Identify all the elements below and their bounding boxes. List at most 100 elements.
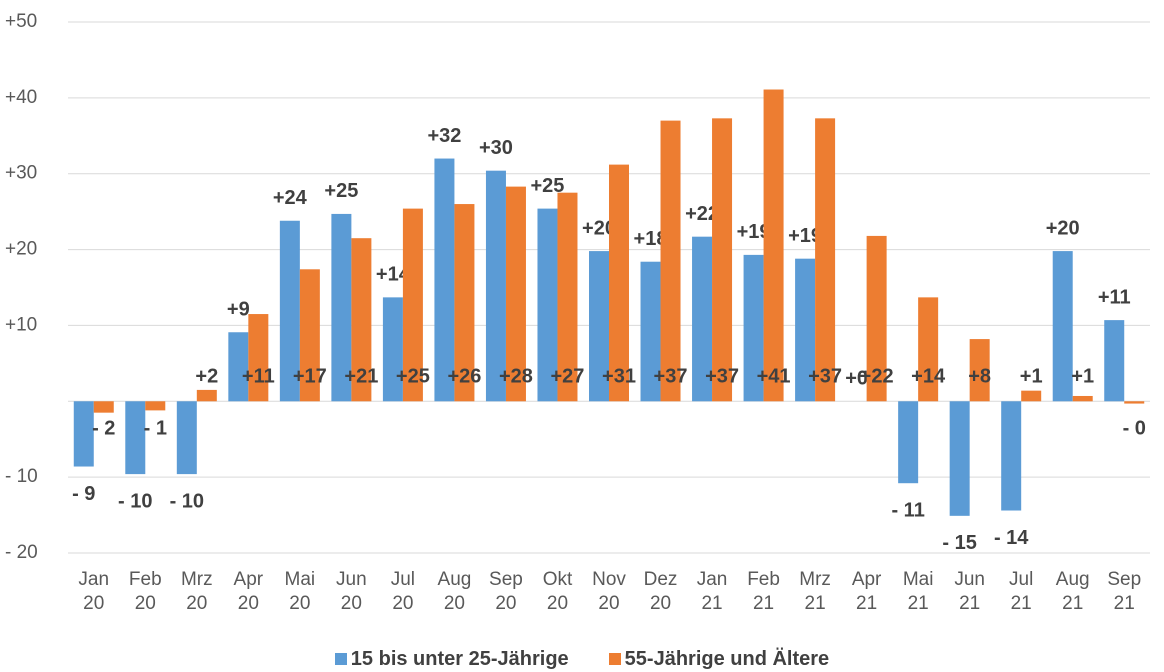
data-label: +17	[293, 366, 327, 388]
bar	[93, 401, 114, 413]
data-label: +11	[242, 366, 275, 388]
data-label: +25	[396, 366, 430, 388]
data-label: +18	[634, 228, 668, 250]
bar	[609, 164, 629, 402]
x-tick-label: Apr 20	[233, 569, 264, 614]
bar	[949, 401, 970, 516]
data-label: +20	[582, 217, 616, 239]
x-tick-label: Apr 21	[851, 569, 882, 614]
bar	[434, 158, 455, 402]
legend-swatch	[608, 653, 621, 665]
bar	[557, 192, 578, 402]
bar	[660, 120, 681, 402]
legend-swatch	[334, 653, 347, 665]
x-tick-label: Jan 20	[78, 569, 110, 614]
data-label: +31	[602, 366, 636, 388]
bar	[1072, 395, 1093, 402]
y-tick-label: +50	[5, 11, 37, 32]
bar	[1001, 401, 1022, 511]
bar	[454, 204, 475, 402]
bar	[248, 314, 269, 402]
data-label: - 10	[118, 490, 152, 512]
bar	[1104, 320, 1125, 402]
data-label: - 15	[942, 532, 976, 554]
data-label: - 11	[891, 499, 924, 521]
bar	[743, 254, 764, 402]
bar	[898, 401, 919, 484]
legend: 15 bis unter 25-Jährige 55-Jährige und Äl…	[0, 648, 1164, 671]
data-label: +20	[1046, 217, 1080, 239]
x-tick-label: Jun 21	[954, 569, 985, 614]
bar	[1124, 401, 1145, 404]
data-label: +26	[447, 366, 481, 388]
data-label: +19	[737, 221, 771, 243]
data-label: +22	[685, 203, 719, 225]
data-label: +41	[757, 366, 791, 388]
y-tick-label: - 20	[5, 542, 38, 563]
bar	[969, 339, 990, 402]
bar	[331, 213, 352, 402]
data-label: +21	[344, 366, 378, 388]
x-tick-label: Jan 21	[696, 569, 728, 614]
bar	[692, 236, 713, 402]
bar	[1021, 390, 1042, 402]
bar	[589, 251, 609, 402]
bar	[299, 269, 320, 402]
bar	[1052, 251, 1073, 402]
bar	[712, 118, 733, 402]
y-tick-label: - 10	[5, 466, 38, 487]
x-tick-label: Mrz 20	[180, 569, 213, 614]
y-tick-label: +40	[5, 87, 37, 108]
x-tick-label: Feb 20	[128, 569, 162, 614]
x-tick-label: Aug 20	[437, 569, 472, 614]
x-tick-label: Mai 21	[902, 569, 934, 614]
bar	[866, 235, 887, 402]
data-label: +32	[427, 125, 461, 147]
bar	[815, 118, 836, 402]
data-label: +0	[845, 368, 868, 390]
data-label: - 14	[994, 527, 1029, 549]
data-label: +37	[808, 366, 842, 388]
bar	[73, 401, 94, 467]
y-tick-label: +10	[5, 314, 37, 335]
bar	[505, 186, 526, 402]
data-label: +30	[479, 137, 513, 159]
data-label: +24	[273, 187, 308, 209]
x-tick-label: Dez 20	[643, 569, 678, 614]
bar	[145, 401, 166, 411]
data-label: +1	[1020, 366, 1043, 388]
data-label: - 2	[92, 418, 115, 440]
data-label: +1	[1071, 366, 1094, 388]
x-tick-label: Sep 21	[1107, 569, 1142, 614]
x-tick-label: Okt 20	[542, 569, 573, 614]
legend-item: 15 bis unter 25-Jährige	[334, 648, 569, 670]
bar	[763, 89, 784, 402]
legend-label: 55-Jährige und Ältere	[624, 648, 830, 670]
data-label: +27	[551, 366, 585, 388]
bar	[279, 220, 300, 402]
data-label: +22	[860, 366, 894, 388]
y-tick-label: +20	[5, 239, 37, 260]
data-label: +14	[911, 366, 946, 388]
x-tick-label: Mai 20	[284, 569, 316, 614]
plot: - 20 - 10 +10 +20 +30 +40 +50 - 9 - 2 - 10 - 1 - 10…	[5, 11, 1150, 563]
x-tick-label: Jun 20	[336, 569, 367, 614]
x-tick-label: Aug 21	[1055, 569, 1090, 614]
x-tick-label: Feb 21	[747, 569, 780, 614]
bar	[351, 238, 372, 402]
x-tick-label: Nov 20	[592, 569, 626, 614]
data-label: - 10	[170, 490, 204, 512]
data-label: +8	[968, 366, 991, 388]
data-label: +37	[705, 366, 739, 388]
data-label: +28	[499, 366, 533, 388]
bar	[918, 297, 939, 402]
data-label: +9	[227, 299, 250, 321]
data-label: - 9	[72, 483, 95, 505]
data-label: - 1	[144, 418, 167, 440]
x-tick-label: Jul 21	[1009, 569, 1034, 614]
bar	[176, 401, 197, 475]
bar	[537, 208, 558, 402]
data-label: +25	[324, 180, 358, 202]
data-label: +25	[531, 175, 565, 197]
x-tick-label: Sep 20	[489, 569, 523, 614]
